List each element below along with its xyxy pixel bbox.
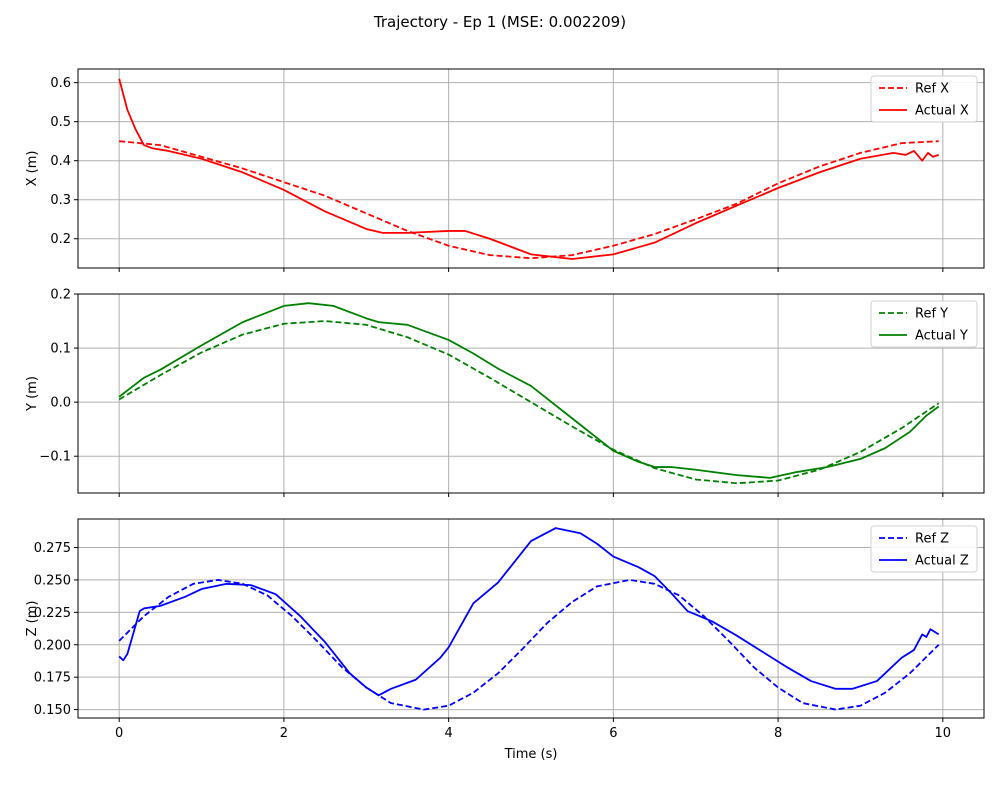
z-legend-label: Ref Z [915,532,949,547]
x-ytick-label: 0.4 [50,154,71,169]
x-position-panel: 0.2 0.3 0.4 0.5 0.6 X (m) Ref X Actual X [25,68,985,272]
z-position-panel: 0.150 0.175 0.200 0.225 0.250 0.275 0 2 4 6 8 10 Z (… [25,518,985,741]
z-ytick-label: 0.175 [34,671,71,686]
y-series-actual-line [118,302,940,479]
z-ytick-label: 0.250 [34,573,71,588]
z-ytick-label: 0.275 [34,541,71,556]
y-legend: Ref Y Actual Y [870,300,978,348]
y-ytick-label: 0.2 [50,288,71,303]
y-ytick-label: 0.0 [50,396,71,411]
z-xtick-label: 0 [115,726,123,741]
y-panel-frame [77,293,985,494]
z-xtick-label: 2 [280,726,288,741]
z-xtick-label: 6 [609,726,617,741]
z-series-actual-line [118,527,940,697]
x-series-actual-line [118,78,939,260]
y-axis-label: Y (m) [25,376,40,412]
x-panel-frame [77,68,985,269]
y-legend-label: Actual Y [915,329,968,344]
z-series-ref-line [118,579,940,711]
x-axis-label: X (m) [25,151,40,187]
z-axis-label: Z (m) [25,601,40,637]
x-legend: Ref X Actual X [870,75,978,123]
x-legend-label: Ref X [915,82,949,97]
y-series-ref-line [118,320,940,485]
z-xtick-label: 8 [774,726,782,741]
z-panel-frame [77,518,985,719]
x-ytick-label: 0.2 [50,232,71,247]
x-ytick-label: 0.5 [50,115,71,130]
x-legend-label: Actual X [915,104,969,119]
x-ytick-label: 0.3 [50,193,71,208]
x-series-ref-line [119,140,939,260]
y-legend-label: Ref Y [915,307,948,322]
y-ytick-label: 0.1 [50,342,71,357]
z-ytick-label: 0.225 [34,606,71,621]
y-position-panel: −0.1 0.0 0.1 0.2 Y (m) Ref Y Actual Y [25,288,985,497]
z-legend: Ref Z Actual Z [870,525,978,573]
y-ytick-label: −0.1 [39,450,71,465]
z-ytick-label: 0.150 [34,703,71,718]
z-legend-label: Actual Z [915,554,969,569]
figure-title: Trajectory - Ep 1 (MSE: 0.002209) [373,13,626,31]
x-axis-label: Time (s) [504,747,558,762]
z-xtick-label: 10 [935,726,952,741]
x-ytick-label: 0.6 [50,76,71,91]
z-ytick-label: 0.200 [34,638,71,653]
z-xtick-label: 4 [444,726,452,741]
